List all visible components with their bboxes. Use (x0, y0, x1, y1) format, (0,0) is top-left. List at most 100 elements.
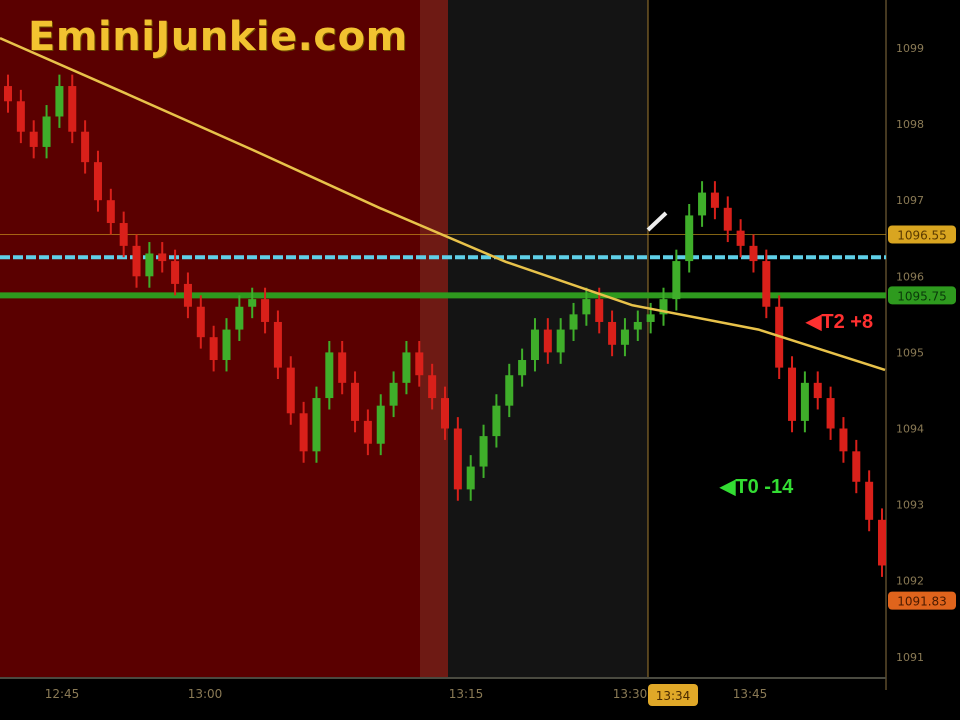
candle-body (183, 283, 192, 307)
price-level-label: 1095.75 (897, 289, 947, 303)
candle-body (402, 352, 411, 383)
session-edge-background (420, 0, 448, 678)
candle-body (222, 329, 231, 361)
y-tick-label: 1094 (896, 423, 924, 436)
y-tick-label: 1096 (896, 270, 924, 283)
y-tick-label: 1098 (896, 118, 924, 131)
arrow-left-icon: ◀ (806, 311, 822, 333)
candle-body (106, 200, 115, 224)
candle-body (363, 420, 372, 444)
candle-body (762, 261, 771, 307)
candle-body (132, 245, 141, 277)
y-tick-label: 1099 (896, 42, 924, 55)
candle-body (852, 451, 861, 482)
candle-body (633, 321, 642, 330)
candle-body (4, 86, 12, 102)
candle-body (441, 398, 449, 429)
candle-body (620, 329, 629, 345)
candle-body (543, 329, 552, 353)
candle-body (466, 466, 475, 490)
candle-body (595, 299, 604, 322)
y-tick-label: 1093 (896, 499, 924, 512)
candle-body (158, 253, 167, 262)
candle-body (826, 398, 835, 429)
candle-body (42, 116, 51, 147)
candle-body (608, 321, 617, 345)
candle-body (505, 375, 514, 406)
candle-body (93, 162, 102, 201)
cursor-time-label: 13:34 (656, 689, 691, 703)
candle-body (865, 481, 874, 520)
candle-body (29, 131, 38, 147)
candle-body (518, 360, 527, 376)
x-tick-label: 13:15 (449, 687, 484, 701)
candle-body (145, 253, 154, 277)
candle-body (749, 245, 758, 262)
candle-body (582, 299, 591, 315)
candle-body (389, 382, 398, 406)
candle-body (569, 314, 578, 330)
price-level-label: 1096.55 (897, 228, 947, 242)
last-price-tag (888, 591, 956, 610)
candle-body (261, 299, 270, 322)
candle-body (530, 329, 539, 361)
y-tick-label: 1091 (896, 651, 924, 664)
candle-body (736, 230, 745, 246)
price-level-tag (888, 225, 956, 244)
annotation-t0: ◀T0 -14 (720, 474, 793, 499)
annotation-t2: ◀T2 +8 (806, 309, 873, 334)
candle-body (209, 337, 218, 361)
candle-body (415, 352, 424, 376)
y-tick-label: 1097 (896, 194, 924, 207)
annotation-t2-text: T2 +8 (821, 311, 874, 333)
cursor-time-tag (648, 684, 698, 706)
annotation-t0-text: T0 -14 (735, 476, 794, 498)
candle-body (376, 405, 385, 444)
candle-body (68, 86, 77, 132)
price-level-tag (888, 286, 956, 305)
candle-body (659, 299, 668, 315)
pen-cursor-icon (646, 211, 668, 232)
candle-body (453, 428, 462, 490)
x-tick-label: 13:00 (188, 687, 223, 701)
candle-body (685, 215, 694, 262)
x-tick-label: 12:45 (45, 687, 80, 701)
candle-body (723, 207, 732, 231)
candle-body (556, 329, 565, 353)
candle-body (171, 261, 180, 284)
candle-body (672, 261, 681, 300)
last-price-label: 1091.83 (897, 595, 947, 609)
candle-body (81, 131, 90, 163)
y-tick-label: 1095 (896, 346, 924, 359)
candle-body (273, 321, 282, 368)
candle-body (119, 223, 128, 246)
candle-body (338, 352, 347, 383)
candle-body (351, 382, 360, 421)
y-tick-label: 1092 (896, 575, 924, 588)
candle-body (325, 352, 334, 399)
candle-body (800, 382, 809, 421)
candle-body (299, 413, 308, 452)
candle-body (428, 375, 437, 399)
candle-body (479, 436, 488, 467)
candle-body (312, 398, 321, 452)
candle-body (839, 428, 848, 452)
logo: EminiJunkie.com (28, 14, 408, 60)
candle-body (286, 367, 295, 414)
candle-body (646, 314, 655, 322)
candle-body (55, 86, 64, 117)
candle-body (248, 299, 257, 307)
candle-body (788, 367, 797, 421)
arrow-left-icon: ◀ (720, 476, 736, 498)
moving-average-line (0, 36, 886, 372)
candle-body (196, 306, 205, 338)
candle-body (492, 405, 501, 437)
candle-body (710, 192, 719, 208)
candle-body (16, 101, 25, 132)
candle-body (878, 519, 886, 566)
candle-body (698, 192, 707, 216)
x-tick-label: 13:30 (613, 687, 648, 701)
candle-body (813, 382, 822, 399)
